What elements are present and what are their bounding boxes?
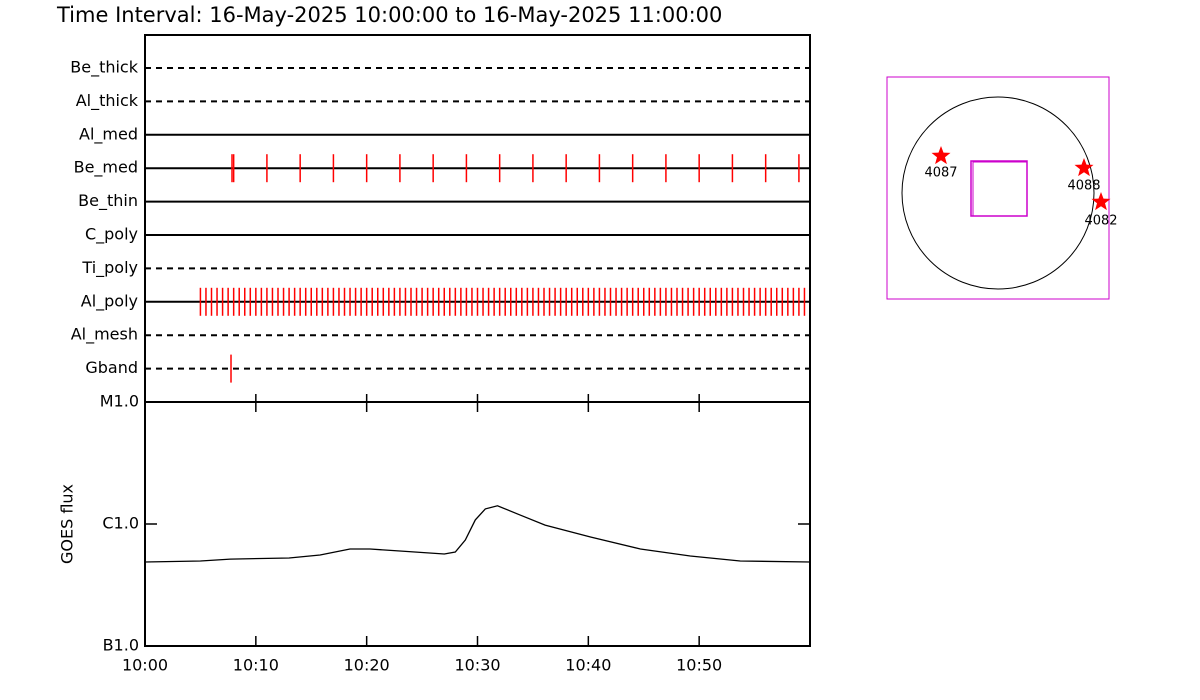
- x-tick-label: 10:40: [565, 656, 611, 675]
- region-label: 4082: [1084, 214, 1117, 229]
- title: Time Interval: 16-May-2025 10:00:00 to 1…: [56, 3, 722, 27]
- goes-curve: [144, 505, 811, 563]
- x-tick-label: 10:20: [344, 656, 390, 675]
- y-tick-label: M1.0: [100, 392, 139, 411]
- x-tick-label: 10:50: [676, 656, 722, 675]
- row-label: Ti_poly: [81, 258, 138, 278]
- row-label: C_poly: [85, 225, 138, 245]
- x-tick-label: 10:00: [122, 656, 168, 675]
- x-tick-label: 10:10: [233, 656, 279, 675]
- y-tick-label: B1.0: [103, 636, 139, 655]
- x-tick-label: 10:30: [454, 656, 500, 675]
- y-axis-label: GOES flux: [58, 484, 77, 564]
- row-label: Be_thin: [78, 191, 138, 211]
- row-label: Be_thick: [70, 58, 138, 78]
- field-of-view: [972, 161, 1028, 217]
- region-label: 4087: [924, 166, 957, 181]
- solar-disk: [901, 96, 1095, 290]
- region-star: [1091, 192, 1111, 211]
- map-frame: [886, 76, 1110, 300]
- row-label: Al_poly: [81, 291, 138, 311]
- region-star: [1074, 158, 1094, 177]
- row-label: Be_med: [74, 158, 138, 178]
- region-label: 4088: [1067, 179, 1100, 194]
- y-tick-label: C1.0: [102, 514, 139, 533]
- row-label: Al_mesh: [71, 325, 138, 345]
- row-label: Al_thick: [76, 91, 139, 111]
- row-label: Al_med: [79, 124, 138, 144]
- row-label: Gband: [85, 358, 138, 377]
- region-star: [931, 146, 951, 165]
